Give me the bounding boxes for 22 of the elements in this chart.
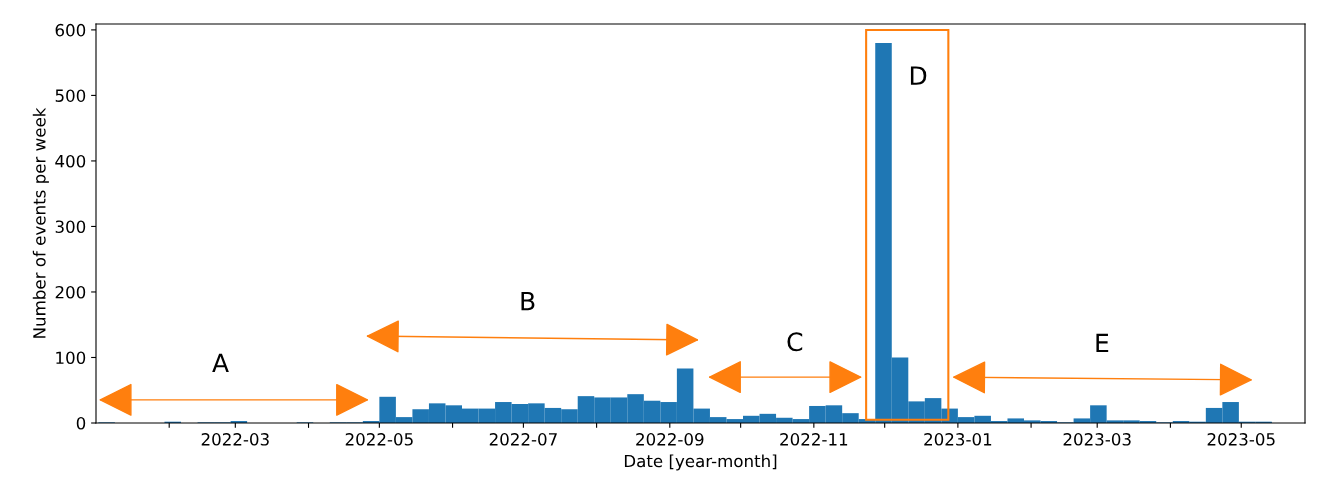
y-tick-label: 600	[55, 23, 86, 37]
x-tick-label: 2022-03	[201, 433, 269, 446]
y-axis-title: Number of events per week	[32, 107, 49, 338]
annotation: E	[1096, 333, 1109, 353]
annotation: C	[787, 332, 803, 352]
x-tick-label: 2023-05	[1207, 433, 1275, 446]
y-tick-label: 500	[55, 89, 86, 102]
y-tick-label: 300	[55, 220, 86, 234]
y-tick-label: 200	[55, 285, 86, 299]
x-tick-label: 2022-11	[780, 433, 848, 446]
x-tick-label: 2022-05	[345, 433, 413, 446]
y-tick-label: 0	[76, 416, 86, 430]
x-tick-label: 2022-09	[636, 433, 704, 446]
x-tick-label: 2022-07	[489, 433, 557, 446]
x-tick-label: 2023-03	[1063, 433, 1131, 446]
annotation: D	[910, 66, 927, 85]
annotation: A	[212, 353, 229, 373]
y-tick-label: 400	[55, 154, 86, 168]
y-tick-label: 100	[56, 351, 86, 365]
x-tick-label: 2023-01	[924, 433, 992, 446]
annotation: B	[521, 291, 535, 311]
x-axis-title: Date [year-month]	[624, 454, 777, 471]
